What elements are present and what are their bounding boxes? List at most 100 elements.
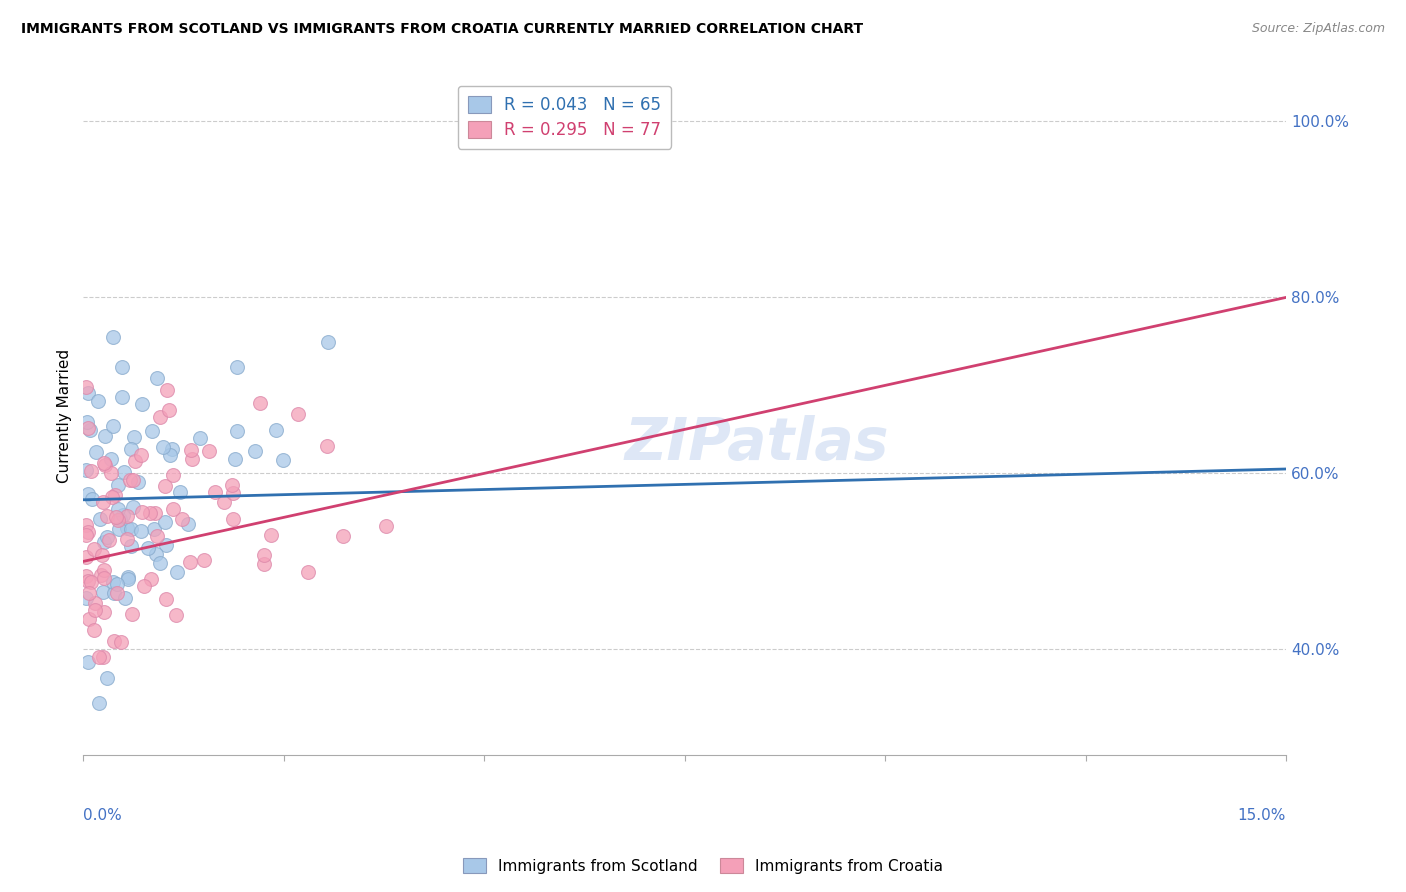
Point <box>153 515 176 529</box>
Point <box>75 528 97 542</box>
Point <box>162 467 184 482</box>
Point <box>141 424 163 438</box>
Point <box>332 529 354 543</box>
Point <box>165 608 187 623</box>
Point <box>91 494 114 508</box>
Point <box>77 420 100 434</box>
Point <box>107 513 129 527</box>
Point <box>252 557 274 571</box>
Point <box>107 478 129 492</box>
Point <box>75 550 97 565</box>
Point <box>117 508 139 523</box>
Point <box>77 586 100 600</box>
Point <box>129 448 152 462</box>
Point <box>96 531 118 545</box>
Point <box>84 444 107 458</box>
Point <box>75 380 97 394</box>
Point <box>100 451 122 466</box>
Point <box>226 359 249 374</box>
Point <box>180 442 202 457</box>
Point <box>179 555 201 569</box>
Point <box>243 444 266 458</box>
Point <box>84 596 107 610</box>
Point <box>90 568 112 582</box>
Point <box>264 423 287 437</box>
Point <box>180 452 202 467</box>
Point <box>136 541 159 555</box>
Point <box>80 465 103 479</box>
Point <box>112 465 135 479</box>
Point <box>212 494 235 508</box>
Point <box>93 571 115 585</box>
Point <box>297 565 319 579</box>
Point <box>139 507 162 521</box>
Point <box>91 649 114 664</box>
Point <box>177 517 200 532</box>
Point <box>117 570 139 584</box>
Point <box>155 592 177 607</box>
Point <box>124 430 146 444</box>
Point <box>87 394 110 409</box>
Point <box>249 396 271 410</box>
Point <box>121 607 143 622</box>
Point <box>77 386 100 401</box>
Point <box>91 584 114 599</box>
Point <box>111 359 134 374</box>
Point <box>120 442 142 456</box>
Y-axis label: Currently Married: Currently Married <box>58 349 72 483</box>
Point <box>75 569 97 583</box>
Point <box>76 524 98 539</box>
Point <box>287 407 309 421</box>
Point <box>221 486 243 500</box>
Point <box>169 484 191 499</box>
Point <box>83 623 105 637</box>
Point <box>117 572 139 586</box>
Point <box>131 505 153 519</box>
Text: ZIPatlas: ZIPatlas <box>624 415 889 472</box>
Point <box>87 649 110 664</box>
Point <box>131 397 153 411</box>
Point <box>127 475 149 489</box>
Point <box>149 556 172 570</box>
Point <box>101 330 124 344</box>
Point <box>115 532 138 546</box>
Point <box>115 521 138 535</box>
Point <box>375 519 398 533</box>
Point <box>129 524 152 539</box>
Point <box>166 565 188 579</box>
Point <box>101 418 124 433</box>
Point <box>105 586 128 600</box>
Point <box>197 443 219 458</box>
Point <box>100 490 122 504</box>
Point <box>77 612 100 626</box>
Point <box>224 451 246 466</box>
Point <box>111 390 134 404</box>
Point <box>157 403 180 417</box>
Point <box>152 440 174 454</box>
Point <box>145 547 167 561</box>
Point <box>103 586 125 600</box>
Point <box>96 671 118 685</box>
Point <box>120 539 142 553</box>
Point <box>253 548 276 562</box>
Point <box>114 591 136 605</box>
Point <box>101 574 124 589</box>
Point <box>76 655 98 669</box>
Point <box>143 507 166 521</box>
Point <box>221 478 243 492</box>
Point <box>93 535 115 549</box>
Point <box>222 511 245 525</box>
Point <box>79 423 101 437</box>
Point <box>120 473 142 487</box>
Point <box>83 603 105 617</box>
Point <box>90 548 112 562</box>
Text: IMMIGRANTS FROM SCOTLAND VS IMMIGRANTS FROM CROATIA CURRENTLY MARRIED CORRELATIO: IMMIGRANTS FROM SCOTLAND VS IMMIGRANTS F… <box>21 22 863 37</box>
Point <box>94 428 117 442</box>
Point <box>89 512 111 526</box>
Text: 15.0%: 15.0% <box>1237 808 1286 822</box>
Point <box>93 605 115 619</box>
Point <box>139 572 162 586</box>
Point <box>226 424 249 438</box>
Point <box>76 415 98 429</box>
Point <box>104 488 127 502</box>
